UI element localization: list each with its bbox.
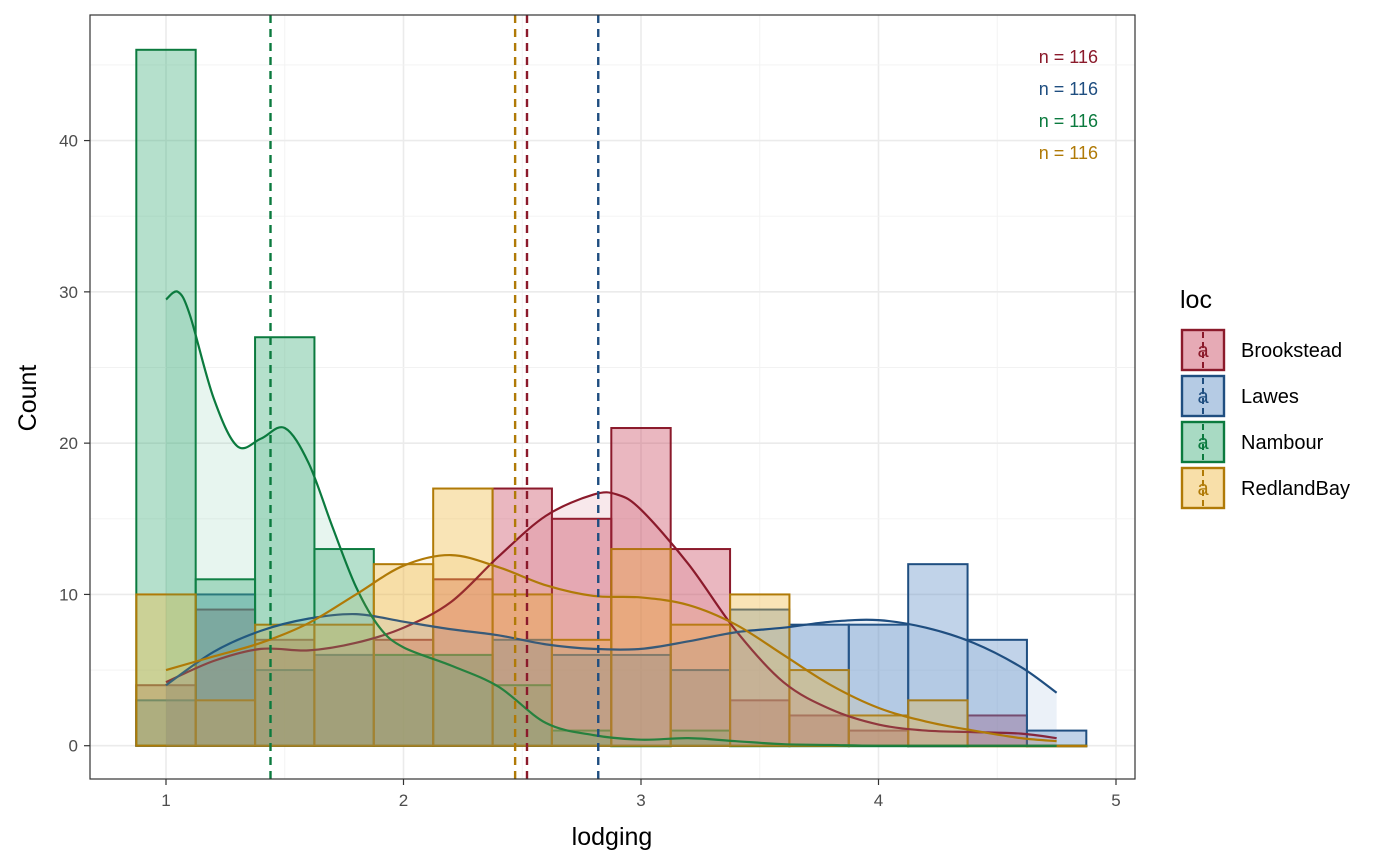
- histogram-bar: [669, 623, 732, 747]
- n-annotations: n = 116 n = 116 n = 116 n = 116: [1039, 47, 1098, 163]
- x-tick-label: 2: [399, 791, 408, 810]
- histogram-bar: [194, 578, 257, 747]
- legend-item-brookstead: a Brookstead: [1180, 328, 1342, 372]
- legend-key-glyph: a: [1197, 386, 1209, 408]
- histogram-bar: [254, 336, 316, 747]
- density-line-brookstead: [165, 491, 1057, 740]
- y-tick-label: 0: [69, 737, 78, 756]
- histogram-bar: [372, 653, 435, 747]
- histogram-bar: [788, 623, 850, 747]
- histogram-bar: [135, 48, 197, 747]
- histogram-bar: [550, 517, 613, 747]
- histogram-bar: [313, 653, 375, 747]
- legend-item-lawes: a Lawes: [1180, 374, 1299, 418]
- n-label-brookstead: n = 116: [1039, 47, 1098, 67]
- density-line-lawes: [165, 612, 1058, 694]
- y-tick-label: 10: [59, 585, 78, 604]
- legend-label: Brookstead: [1241, 340, 1342, 362]
- histogram-bar: [788, 669, 850, 747]
- density-line-nambour: [165, 290, 1057, 747]
- density-area-nambour: [166, 291, 1057, 746]
- histogram-bar: [254, 669, 316, 747]
- legend-key-glyph: a: [1197, 432, 1209, 454]
- density-area-redlandbay: [166, 555, 1057, 746]
- x-axis-title: lodging: [572, 823, 653, 851]
- x-tick-label: 4: [874, 791, 883, 810]
- legend-key-glyph: a: [1197, 478, 1209, 500]
- histogram-bar: [907, 699, 969, 747]
- density-line-redlandbay: [165, 553, 1057, 743]
- x-tick-label: 5: [1111, 791, 1120, 810]
- legend-label: Lawes: [1241, 386, 1299, 408]
- mean-lines: [269, 15, 600, 779]
- legend-key-glyph: a: [1197, 340, 1209, 362]
- legend-label: Nambour: [1241, 432, 1324, 454]
- y-tick-label: 40: [59, 132, 78, 151]
- panel-border: [89, 14, 1136, 780]
- n-label-lawes: n = 116: [1039, 79, 1098, 99]
- histogram-bar: [729, 593, 791, 747]
- n-label-nambour: n = 116: [1039, 111, 1098, 131]
- legend-item-redlandbay: a RedlandBay: [1180, 466, 1350, 510]
- density-area-brookstead: [166, 492, 1057, 746]
- n-label-redlandbay: n = 116: [1039, 143, 1098, 163]
- legend-label: RedlandBay: [1241, 478, 1350, 500]
- legend: loc a Brookstead a Lawes a Nambour a RedlandBay: [1180, 286, 1350, 510]
- y-axis: 0 10 20 30 40: [59, 132, 90, 756]
- x-axis: 1 2 3 4 5: [161, 779, 1121, 810]
- histogram-bar: [194, 699, 257, 747]
- density-area-lawes: [166, 614, 1057, 746]
- legend-item-nambour: a Nambour: [1180, 420, 1324, 464]
- x-tick-label: 1: [161, 791, 170, 810]
- y-tick-label: 30: [59, 283, 78, 302]
- density-curves: [165, 290, 1058, 747]
- y-tick-label: 20: [59, 434, 78, 453]
- legend-title: loc: [1180, 286, 1212, 314]
- y-axis-title: Count: [14, 365, 42, 432]
- histogram-bar: [372, 638, 435, 747]
- x-tick-label: 3: [636, 791, 645, 810]
